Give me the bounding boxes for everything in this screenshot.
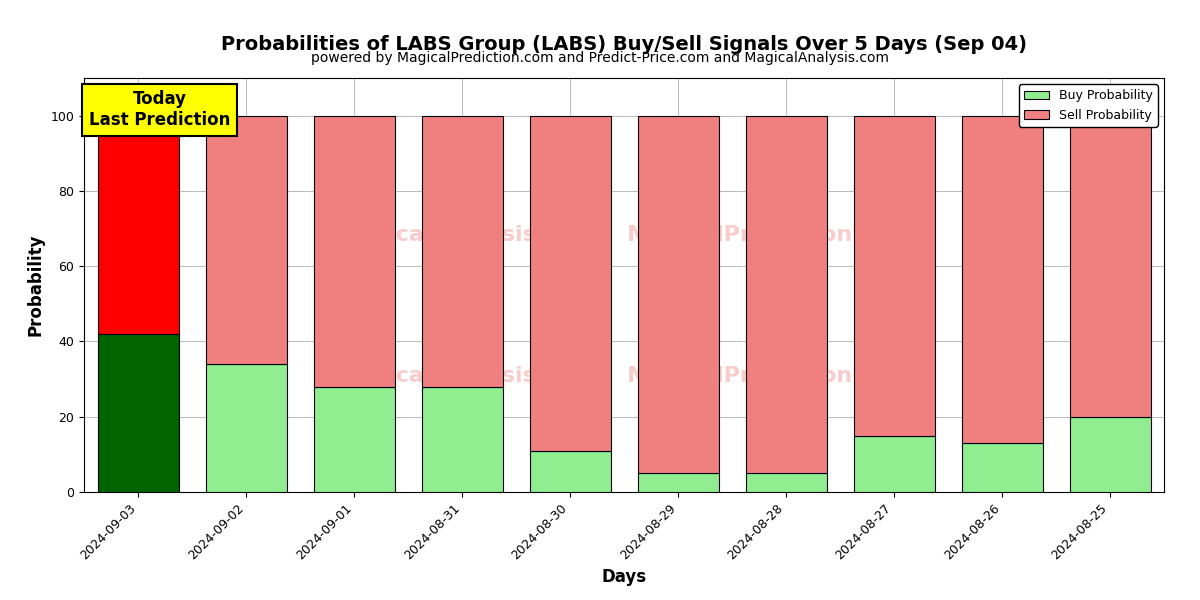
Text: MagicalAnalysis.com    MagicalPrediction.com: MagicalAnalysis.com MagicalPrediction.co… bbox=[335, 226, 913, 245]
Legend: Buy Probability, Sell Probability: Buy Probability, Sell Probability bbox=[1019, 84, 1158, 127]
Bar bbox=[1069, 116, 1151, 417]
Bar bbox=[637, 473, 719, 492]
Bar bbox=[853, 116, 935, 436]
Bar bbox=[97, 334, 179, 492]
Text: powered by MagicalPrediction.com and Predict-Price.com and MagicalAnalysis.com: powered by MagicalPrediction.com and Pre… bbox=[311, 51, 889, 65]
Bar bbox=[745, 473, 827, 492]
Bar bbox=[961, 116, 1043, 443]
Bar bbox=[961, 443, 1043, 492]
Bar bbox=[205, 116, 287, 364]
X-axis label: Days: Days bbox=[601, 568, 647, 586]
Bar bbox=[313, 386, 395, 492]
Bar bbox=[853, 436, 935, 492]
Bar bbox=[97, 116, 179, 334]
Bar bbox=[637, 116, 719, 473]
Bar bbox=[1069, 417, 1151, 492]
Bar bbox=[529, 451, 611, 492]
Bar bbox=[421, 116, 503, 386]
Text: Today
Last Prediction: Today Last Prediction bbox=[89, 91, 230, 129]
Bar bbox=[529, 116, 611, 451]
Bar bbox=[421, 386, 503, 492]
Title: Probabilities of LABS Group (LABS) Buy/Sell Signals Over 5 Days (Sep 04): Probabilities of LABS Group (LABS) Buy/S… bbox=[221, 35, 1027, 54]
Bar bbox=[313, 116, 395, 386]
Text: MagicalAnalysis.com    MagicalPrediction.com: MagicalAnalysis.com MagicalPrediction.co… bbox=[335, 366, 913, 386]
Bar bbox=[205, 364, 287, 492]
Bar bbox=[745, 116, 827, 473]
Y-axis label: Probability: Probability bbox=[26, 234, 44, 336]
